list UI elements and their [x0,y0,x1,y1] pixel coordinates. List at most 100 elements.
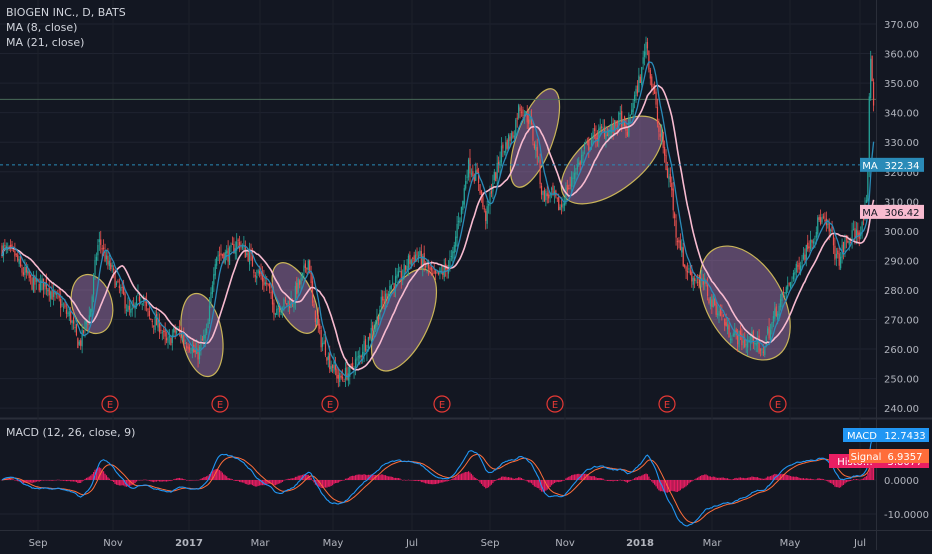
candle-body [164,329,166,337]
macd-histogram-bar [508,477,510,480]
earnings-marker[interactable]: E [321,395,339,413]
macd-histogram-bar [380,474,382,480]
candle-body [317,315,319,326]
price-tick-label: 260.00 [884,345,919,356]
earnings-marker[interactable]: E [101,395,119,413]
macd-histogram-bar [420,480,422,483]
earnings-marker[interactable]: E [211,395,229,413]
macd-histogram-bar [12,479,15,480]
candle-body [210,292,212,303]
candle-body [767,328,769,334]
symbol-title[interactable]: BIOGEN INC., D, BATS [6,6,126,19]
macd-histogram-bar [84,478,86,480]
candle-body [28,271,30,279]
macd-histogram-bar [415,480,417,481]
ma21-legend[interactable]: MA (21, close) [6,36,85,49]
macd-histogram-bar [702,475,704,480]
macd-histogram-bar [552,480,554,485]
candle-body [565,187,567,205]
candle-body [54,291,56,295]
earnings-marker[interactable]: E [546,395,564,413]
candle-body [331,364,334,369]
macd-histogram-bar [329,480,331,487]
macd-histogram-bar [357,474,359,480]
candle-body [44,282,46,287]
macd-histogram-bar [125,480,128,487]
macd-histogram-bar [654,480,656,485]
macd-histogram-bar [575,474,577,480]
candle-body [279,308,281,313]
macd-histogram-bar [155,480,158,482]
macd-histogram-bar [117,480,119,486]
macd-histogram-bar [450,479,452,480]
macd-histogram-bar [549,480,551,488]
candle-body [515,119,517,137]
macd-histogram-bar [642,474,644,480]
candle-body [62,306,65,308]
macd-histogram-bar [652,480,654,484]
candle-body [847,240,849,243]
candle-body [552,185,554,194]
macd-histogram-bar [230,478,232,480]
earnings-label: E [217,400,223,411]
macd-histogram-bar [144,479,146,481]
macd-histogram-bar [835,480,837,488]
macd-histogram-bar [706,475,709,480]
macd-histogram-bar [861,478,863,480]
earnings-marker[interactable]: E [658,395,676,413]
macd-histogram-bar [198,479,201,481]
candle-body [281,308,284,310]
macd-histogram-bar [367,474,369,480]
macd-histogram-bar [847,480,849,482]
macd-histogram-bar [757,477,759,480]
candle-body [201,338,203,341]
candle-body [850,242,852,244]
macd-histogram-bar [15,480,17,481]
candle-body [253,269,255,274]
candle-body [815,232,817,238]
macd-histogram-bar [193,480,195,481]
macd-histogram-bar [300,475,302,480]
macd-histogram-bar [259,480,261,486]
candle-body [765,336,767,347]
earnings-marker[interactable]: E [433,395,451,413]
macd-histogram-bar [226,476,228,480]
candle-body [635,88,637,96]
candle-body [246,253,248,256]
candle-body [141,303,143,305]
macd-histogram-bar [377,475,379,480]
macd-title[interactable]: MACD (12, 26, close, 9) [6,426,136,439]
candle-body [393,283,395,290]
macd-histogram-bar [635,477,637,480]
candle-body [25,266,27,273]
candle-body [545,190,547,201]
macd-histogram-bar [498,478,500,480]
candle-body [570,176,573,187]
macd-histogram-bar [851,479,853,481]
candle-body [191,347,193,352]
macd-histogram-bar [37,480,39,482]
macd-histogram-bar [304,474,307,480]
candle-body [506,140,508,149]
macd-histogram-bar [512,478,514,480]
macd-histogram-bar [729,479,732,480]
candle-body [487,204,490,206]
macd-histogram-bar [346,478,348,480]
candle-body [206,328,208,334]
macd-histogram-bar [425,480,427,484]
candle-body [17,254,19,261]
ma8-legend[interactable]: MA (8, close) [6,21,78,34]
earnings-marker[interactable]: E [769,395,787,413]
candle-body [718,310,720,317]
macd-histogram-bar [274,480,276,486]
macd-histogram-bar [638,476,640,480]
candle-body [254,275,256,277]
macd-histogram-bar [303,474,305,480]
candle-body [98,239,100,243]
candle-body [171,334,173,343]
candle-body [50,291,52,299]
macd-histogram-bar [636,477,639,480]
macd-histogram-bar [748,477,750,480]
candle-body [336,368,338,379]
